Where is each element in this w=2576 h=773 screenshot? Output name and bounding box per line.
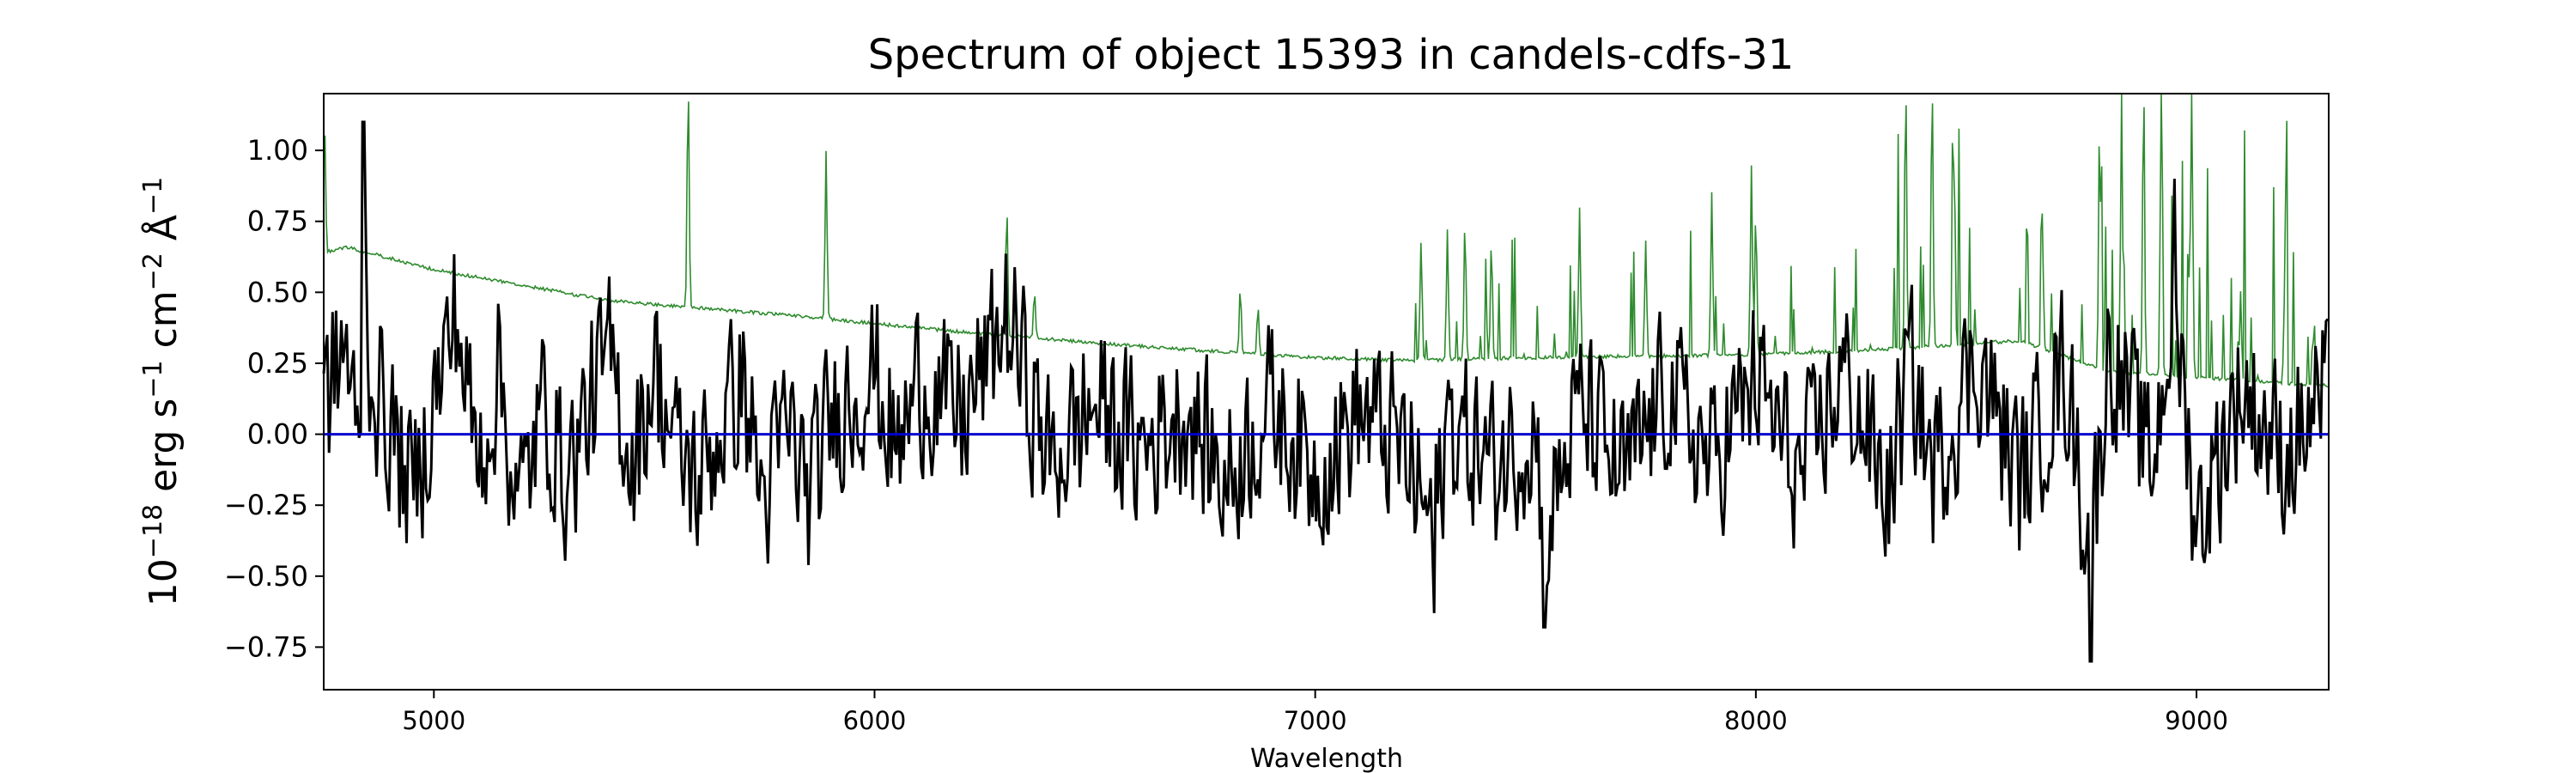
x-tick-label: 6000 (843, 706, 907, 735)
y-tick-label: 0.00 (247, 418, 308, 451)
y-tick-label: −0.75 (224, 630, 308, 663)
x-tick-label: 7000 (1284, 706, 1347, 735)
x-tick-label: 9000 (2165, 706, 2228, 735)
plot-area (322, 93, 2330, 691)
sky-spectrum-layer (323, 93, 2329, 388)
chart-title: Spectrum of object 15393 in candels-cdfs… (868, 31, 1795, 79)
y-tick-label: 0.75 (247, 205, 308, 238)
flux-spectrum-line (322, 120, 2330, 663)
y-label-unit1-exp: −1 (138, 360, 168, 398)
y-tick-label: −0.50 (224, 560, 308, 593)
y-label-unit3-exp: −1 (138, 177, 168, 215)
y-tick-label: −0.25 (224, 489, 308, 521)
plot-border (323, 93, 2330, 691)
y-label-exp: −18 (138, 504, 168, 558)
y-label-unit3: Å (140, 215, 185, 253)
y-label-base: 10 (142, 558, 185, 606)
plot-frame (324, 94, 2329, 690)
y-axis-ticks: 1.00 0.75 0.50 0.25 0.00 −0.25 −0.50 −0.75 (224, 134, 324, 663)
y-tick-label: 1.00 (247, 134, 308, 167)
y-tick-label: 0.25 (247, 347, 308, 380)
y-label-unit1: erg s (142, 399, 185, 504)
flux-spectrum-layer (322, 120, 2330, 663)
y-label-unit2: cm (142, 290, 185, 360)
x-axis-label: Wavelength (1250, 744, 1403, 773)
y-tick-label: 0.50 (247, 276, 308, 308)
x-axis-ticks: 5000 6000 7000 8000 9000 (402, 690, 2228, 735)
y-label-unit2-exp: −2 (138, 253, 168, 290)
sky-spectrum-line (323, 93, 2329, 388)
x-tick-label: 5000 (402, 706, 465, 735)
y-axis-label: 10−18 erg s−1 cm−2 Å−1 (138, 177, 186, 606)
x-tick-label: 8000 (1724, 706, 1788, 735)
